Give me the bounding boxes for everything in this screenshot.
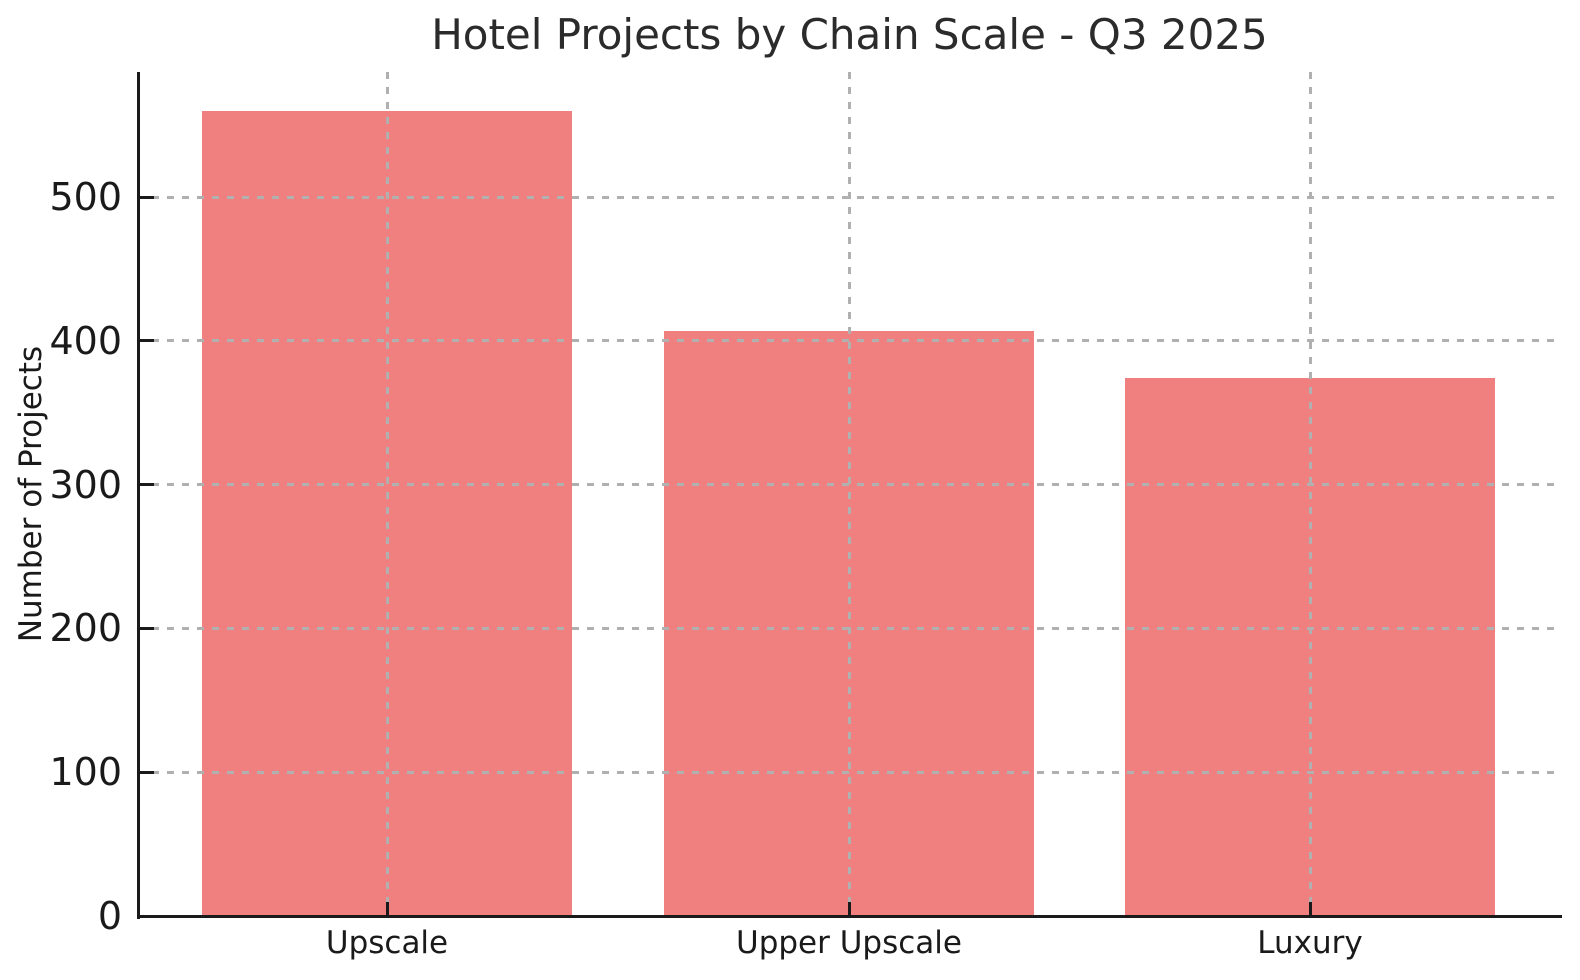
y-tick-label-400: 400 bbox=[49, 318, 122, 363]
x-tick-label-upscale: Upscale bbox=[325, 925, 449, 961]
y-tick-400 bbox=[140, 339, 154, 343]
gridline-x-2 bbox=[1308, 72, 1312, 916]
chart-title: Hotel Projects by Chain Scale - Q3 2025 bbox=[431, 10, 1268, 59]
y-tick-label-500: 500 bbox=[49, 175, 122, 220]
y-tick-label-100: 100 bbox=[49, 750, 122, 795]
x-tick-0 bbox=[385, 902, 389, 916]
y-axis-spine bbox=[137, 72, 140, 919]
y-tick-200 bbox=[140, 626, 154, 630]
y-tick-label-300: 300 bbox=[49, 462, 122, 507]
gridline-x-1 bbox=[847, 72, 851, 916]
y-tick-500 bbox=[140, 195, 154, 199]
x-tick-label-luxury: Luxury bbox=[1257, 925, 1363, 961]
x-tick-label-upper-upscale: Upper Upscale bbox=[736, 925, 962, 961]
x-tick-1 bbox=[847, 902, 851, 916]
y-tick-100 bbox=[140, 770, 154, 774]
y-tick-label-200: 200 bbox=[49, 606, 122, 651]
gridline-x-0 bbox=[385, 72, 389, 916]
x-axis-spine bbox=[137, 915, 1562, 918]
y-tick-label-0: 0 bbox=[97, 894, 122, 938]
x-tick-2 bbox=[1308, 902, 1312, 916]
y-tick-300 bbox=[140, 483, 154, 487]
